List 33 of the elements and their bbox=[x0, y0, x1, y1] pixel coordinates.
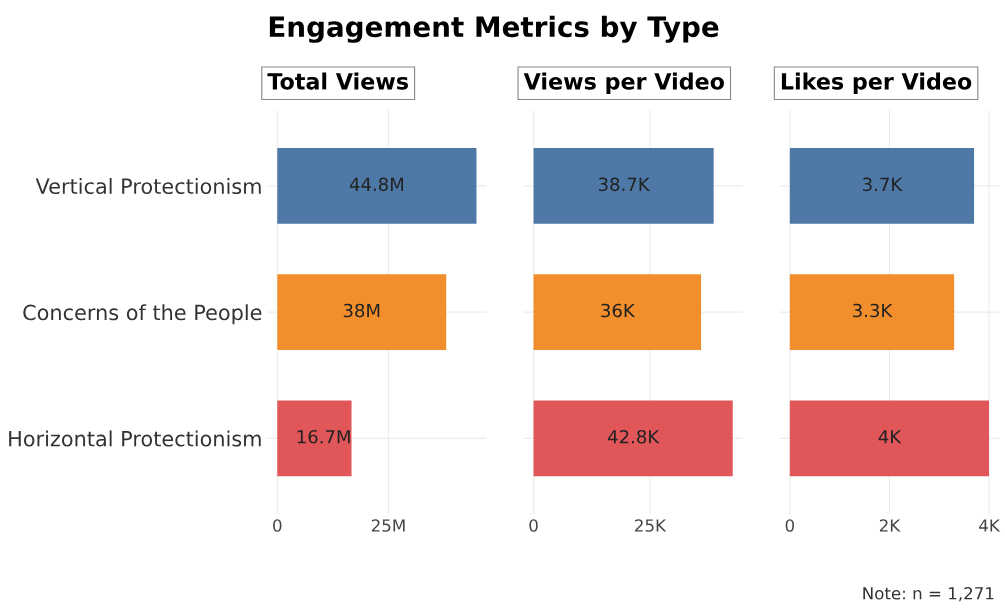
bar bbox=[533, 148, 714, 224]
y-tick-label: Concerns of the People bbox=[23, 304, 262, 325]
x-tick-label: 25K bbox=[635, 519, 667, 532]
y-tick-label: Vertical Protectionism bbox=[35, 177, 261, 195]
x-tick-label: 0 bbox=[273, 519, 282, 532]
bar bbox=[277, 400, 352, 477]
y-tick-label: Horizontal Protectionism bbox=[9, 430, 261, 447]
data-label: 3.3K bbox=[853, 303, 893, 318]
bar bbox=[789, 148, 975, 224]
x-tick-label: 25M bbox=[371, 519, 405, 532]
bar bbox=[789, 274, 955, 350]
x-tick-label: 0 bbox=[529, 519, 538, 532]
bar bbox=[533, 400, 733, 477]
data-label: 42.8K bbox=[608, 429, 660, 444]
data-label: 3.7K bbox=[863, 177, 903, 192]
x-tick-label: 0 bbox=[785, 519, 795, 532]
x-tick-label: 4K bbox=[979, 519, 1001, 532]
text: Note: n = 1,271 bbox=[863, 586, 994, 602]
chart-subtitle: Likes per Video bbox=[781, 72, 972, 94]
data-label: 44.8M bbox=[349, 177, 403, 192]
bar bbox=[789, 400, 990, 477]
data-label: 4K bbox=[878, 430, 902, 444]
data-label: 16.7M bbox=[297, 429, 350, 444]
chart-subtitle: Views per Video bbox=[523, 72, 724, 94]
bar bbox=[277, 274, 447, 350]
data-label: 38M bbox=[343, 303, 380, 318]
chart-title: Engagement Metrics by Type bbox=[269, 15, 719, 43]
chart-subtitle: Total Views bbox=[267, 72, 408, 90]
x-tick-label: 2K bbox=[879, 519, 901, 532]
bar bbox=[277, 148, 477, 224]
data-label: 36K bbox=[601, 303, 636, 318]
bar bbox=[533, 274, 702, 350]
data-label: 38.7K bbox=[598, 177, 651, 192]
